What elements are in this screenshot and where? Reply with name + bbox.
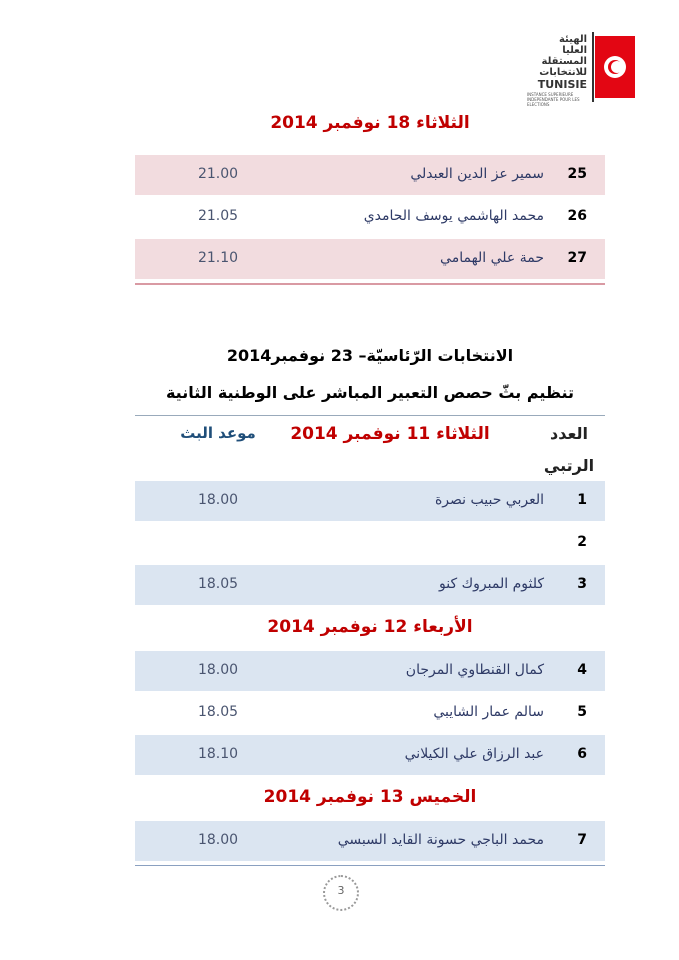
candidate-name: عبد الرزاق علي الكيلاني [404,746,544,762]
candidate-name: سالم عمار الشايبي [433,704,544,720]
table-rule [135,415,605,416]
section-rule [135,283,605,285]
logo-arabic: الهيئة [558,34,587,45]
row-number: 5 [577,704,587,720]
candidate-name: كمال القنطاوي المرجان [405,662,544,678]
broadcast-time: 18.05 [197,704,239,720]
logo-sub: INSTANCE SUPERIEURE INDEPENDANTE POUR LE… [527,92,580,107]
day-title: الخميس 13 نوفمبر 2014 [263,787,477,807]
broadcast-time: 18.00 [197,492,239,508]
table-row [135,481,605,521]
row-number: 25 [567,166,587,182]
candidate-name: محمد الهاشمي يوسف الحامدي [363,208,544,224]
row-number: 6 [577,746,587,762]
row-number: 27 [567,250,587,266]
logo-arabic: للانتخابات [539,67,587,78]
broadcast-time: 21.00 [197,166,239,182]
row-number: 1 [577,492,587,508]
page-number-badge [323,875,359,911]
logo-arabic: المستقلة [541,56,588,67]
broadcast-time: 18.00 [197,662,239,678]
heading-subtitle: تنظيم بثّ حصص التعبير المباشر على الوطني… [165,383,575,402]
page-number: 3 [337,884,345,897]
broadcast-time: 18.10 [197,746,239,762]
candidate-name: سمير عز الدين العبدلي [410,166,544,182]
table-row [135,821,605,861]
broadcast-time: 18.00 [197,832,239,848]
table-row [135,239,605,279]
heading-title: الانتخابات الرّئاسيّة– 23 نوفمبر2014 [226,346,514,365]
candidate-name: كلثوم المبروك كنو [439,576,544,592]
header-number: العدد [550,424,588,443]
row-number: 26 [567,208,587,224]
table-row [135,565,605,605]
candidate-name: العربي حبيب نصرة [434,492,544,508]
logo-flag [592,32,635,102]
header-time: موعد البث [180,424,256,442]
table-rule [135,865,605,866]
candidate-name: حمة علي الهمامي [440,250,544,266]
day-title: الأربعاء 12 نوفمبر 2014 [267,617,473,637]
candidate-name: محمد الباجي حسونة القايد السبسي [337,832,544,848]
table-row [135,651,605,691]
logo-arabic: العليا [562,45,587,56]
row-number: 2 [577,534,587,550]
row-number: 4 [577,662,587,678]
table-row [135,735,605,775]
table-row [135,523,605,563]
header-number: الرتبي [543,456,595,475]
broadcast-time: 21.05 [197,208,239,224]
broadcast-time: 21.10 [197,250,239,266]
broadcast-time: 18.05 [197,576,239,592]
row-number: 7 [577,832,587,848]
row-number: 3 [577,576,587,592]
logo-latin: TUNISIE [537,78,587,91]
table-row [135,155,605,195]
day-title: الثلاثاء 18 نوفمبر 2014 [270,113,470,133]
day-title: الثلاثاء 11 نوفمبر 2014 [290,424,490,444]
